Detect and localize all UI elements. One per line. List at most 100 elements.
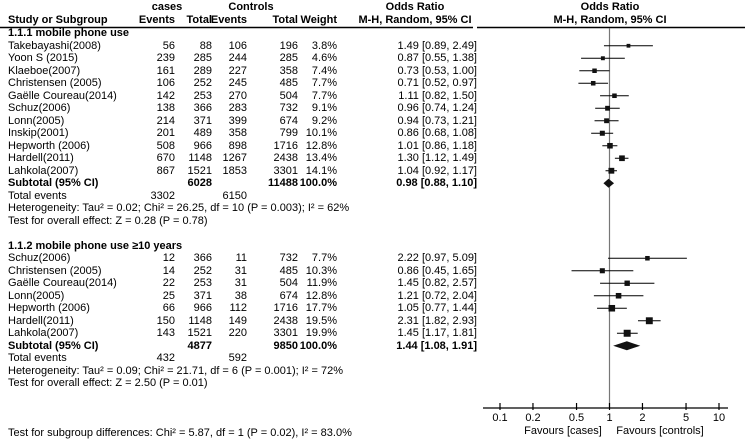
or-ci-text: 1.45 [1.17, 1.81] [397, 327, 477, 339]
or-ci-text: 0.98 [0.88, 1.10] [396, 177, 477, 189]
weight: 7.7% [311, 89, 337, 102]
study-row: Hepworth (2006) 66 966 112 1716 17.7% 1.05 [0.… [0, 302, 477, 315]
or-ci-text: 0.71 [0.52, 0.97] [397, 77, 477, 89]
study-name: Lahkola(2007) [8, 327, 79, 339]
study-name: Hardell(2011) [8, 314, 74, 327]
controls-total: 11488 [268, 177, 298, 189]
study-name: Takebayashi(2008) [8, 39, 101, 52]
study-name: Gaëlle Coureau(2014) [8, 277, 117, 289]
effect-square [645, 255, 650, 261]
controls-events: 245 [228, 77, 247, 89]
study-name: Total events [8, 189, 67, 202]
controls-total: 504 [279, 89, 298, 102]
controls-total: 358 [279, 64, 298, 77]
controls-events: 399 [228, 114, 247, 127]
controls-events: 358 [228, 127, 247, 139]
cases-total: 371 [193, 289, 212, 302]
controls-events: 592 [228, 352, 247, 364]
effect-square [624, 280, 630, 286]
weight: 19.9% [305, 327, 337, 339]
study-row: Schuz(2006) 12 366 11 732 7.7% 2.22 [0.97, 5.0… [0, 252, 477, 265]
study-row: Hepworth (2006) 508 966 898 1716 12.8% 1.01 [0… [0, 140, 477, 153]
cases-total: 253 [193, 277, 212, 289]
controls-total: 3301 [273, 327, 298, 339]
weight: 11.9% [306, 277, 337, 289]
study-row: Hardell(2011) 150 1148 149 2438 19.5% 2.31 [1.… [0, 315, 477, 328]
study-name: Subtotal (95% CI) [8, 339, 99, 352]
cases-events: 25 [162, 289, 175, 302]
or-plot-subtitle: M-H, Random, 95% CI [553, 13, 667, 26]
cases-total: 1148 [188, 314, 212, 327]
weight: 7.4% [311, 64, 337, 77]
axis-tick-label: 0.1 [492, 412, 507, 424]
cases-events: 66 [162, 302, 175, 314]
or-ci-text: 1.45 [0.82, 2.57] [397, 277, 477, 289]
study-row: Gaëlle Coureau(2014) 22 253 31 504 11.9% 1.45 … [0, 277, 477, 290]
effect-square [645, 317, 653, 325]
controls-total: 674 [279, 289, 298, 302]
study-name: Subtotal (95% CI) [8, 177, 99, 189]
cases-events: 239 [156, 52, 175, 64]
weight: 12.8% [305, 139, 337, 152]
or-ci-text: 2.22 [0.97, 5.09] [397, 252, 477, 264]
effect-square [608, 167, 615, 174]
cases-total: 285 [193, 52, 212, 64]
subtotal-diamond [603, 178, 615, 188]
study-row: Christensen (2005) 14 252 31 485 10.3% 0.86 [0… [0, 265, 477, 278]
cases-events: 3302 [150, 189, 175, 202]
controls-events: 6150 [222, 189, 247, 202]
weight-column-header: Weight [300, 14, 337, 26]
controls-events: 220 [228, 327, 247, 339]
controls-events: 31 [234, 264, 247, 277]
cases-events: 56 [162, 39, 175, 52]
controls-total: 674 [279, 114, 298, 127]
study-row: Klaeboe(2007) 161 289 227 358 7.4% 0.73 [0.53,… [0, 65, 477, 78]
cases-events: 508 [156, 139, 175, 152]
weight: 13.4% [305, 152, 337, 164]
study-row: Christensen (2005) 106 252 245 485 7.7% 0.71 [… [0, 77, 477, 90]
effect-square [599, 130, 605, 136]
study-name: Total events [8, 352, 67, 364]
heterogeneity-text: Heterogeneity: Tau² = 0.09; Chi² = 21.71… [8, 364, 343, 377]
cases-events: 106 [156, 77, 175, 89]
heterogeneity-text: Heterogeneity: Tau² = 0.02; Chi² = 26.25… [8, 202, 350, 214]
subtotal-row: Subtotal (95% CI) 4877 9850 100.0% 1.44 [1.0… [0, 340, 477, 353]
study-name: Lahkola(2007) [8, 164, 79, 177]
or-plot-title: Odds Ratio [580, 1, 640, 13]
study-row: Yoon S (2015) 239 285 244 285 4.6% 0.87 [0.55,… [0, 52, 477, 65]
controls-total: 285 [279, 52, 298, 64]
study-row: Takebayashi(2008) 56 88 106 196 3.8% 1.49 [0.8… [0, 40, 477, 53]
weight: 17.7% [305, 302, 337, 314]
effect-square [600, 56, 605, 61]
controls-total: 504 [279, 277, 298, 289]
or-text-column-header: Odds Ratio M-H, Random, 95% CI [345, 1, 485, 26]
cases-events: 142 [156, 89, 175, 102]
controls-total: 2438 [273, 152, 298, 164]
weight: 9.2% [311, 114, 337, 127]
study-column-header: Study or Subgroup [8, 14, 108, 26]
or-text-title: Odds Ratio [385, 1, 445, 13]
study-name: Schuz(2006) [8, 102, 71, 114]
subgroup-differences-text: Test for subgroup differences: Chi² = 5.… [8, 427, 352, 439]
or-ci-text: 0.86 [0.68, 1.08] [397, 127, 477, 139]
cases-total: 289 [193, 64, 212, 77]
controls-events: 11 [235, 252, 247, 264]
study-name: Lonn(2005) [8, 289, 65, 302]
or-ci-text: 2.31 [1.82, 2.93] [397, 314, 477, 327]
study-name: Gaëlle Coureau(2014) [8, 89, 117, 102]
weight: 4.6% [311, 52, 337, 64]
controls-total: 1716 [273, 302, 298, 314]
controls-total-column-header: Total [272, 14, 298, 26]
axis-tick-label: 5 [683, 412, 689, 424]
controls-events: 1267 [222, 152, 247, 164]
cases-total: 489 [193, 127, 212, 139]
cases-events: 432 [156, 352, 175, 364]
cases-events: 161 [156, 64, 175, 77]
cases-events: 670 [156, 152, 175, 164]
or-ci-text: 1.05 [0.77, 1.44] [397, 302, 477, 314]
or-ci-text: 1.04 [0.92, 1.17] [397, 164, 477, 177]
overall-effect-text: Test for overall effect: Z = 0.28 (P = 0… [8, 214, 208, 227]
subgroup-title: 1.1.2 mobile phone use ≥10 years [8, 239, 183, 252]
weight: 7.7% [311, 77, 337, 89]
